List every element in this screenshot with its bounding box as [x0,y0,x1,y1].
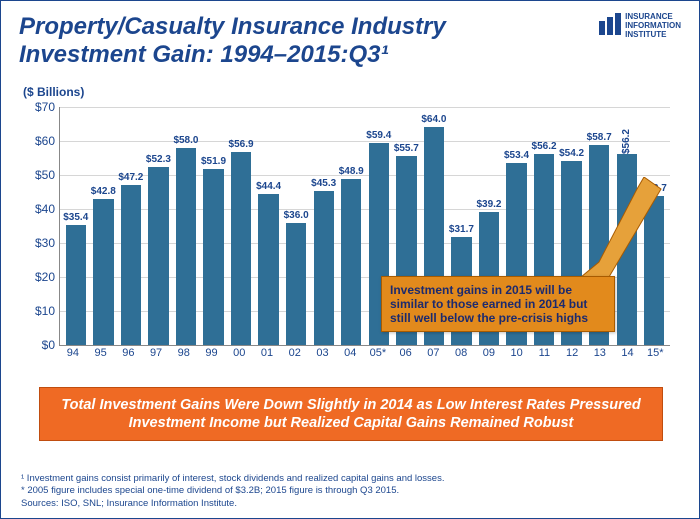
bar-value-label: $56.9 [229,139,254,150]
logo-line: INSTITUTE [625,31,681,40]
bar [231,152,251,345]
footnote: Sources: ISO, SNL; Insurance Information… [21,498,444,510]
bar-value-label: $48.9 [339,166,364,177]
summary-banner: Total Investment Gains Were Down Slightl… [39,387,663,441]
x-tick-label: 99 [198,347,226,359]
bar-wrap: $56.9 [227,107,255,345]
x-tick-label: 04 [336,347,364,359]
x-tick-label: 94 [59,347,87,359]
bar-wrap: $51.9 [200,107,228,345]
x-tick-label: 95 [87,347,115,359]
logo-bars-icon [599,13,621,35]
x-tick-label: 10 [503,347,531,359]
x-tick-label: 97 [142,347,170,359]
y-axis-label: ($ Billions) [23,85,84,99]
footnote: * 2005 figure includes special one-time … [21,485,444,497]
bar-wrap: $47.2 [117,107,145,345]
bar-wrap: $35.4 [62,107,90,345]
bar [93,199,113,345]
x-tick-label: 12 [558,347,586,359]
bar [314,191,334,345]
y-tick-label: $20 [15,270,55,284]
page-title: Property/Casualty Insurance Industry Inv… [19,13,539,68]
bar [341,179,361,345]
title-row: Property/Casualty Insurance Industry Inv… [19,13,681,68]
y-tick-label: $0 [15,338,55,352]
x-tick-label: 01 [253,347,281,359]
bar [121,185,141,345]
bar-wrap: $45.3 [310,107,338,345]
x-tick-label: 09 [475,347,503,359]
banner-text: Total Investment Gains Were Down Slightl… [61,397,640,431]
bar-value-label: $51.9 [201,156,226,167]
x-tick-label: 06 [392,347,420,359]
bar-value-label: $64.0 [421,114,446,125]
x-tick-label: 02 [281,347,309,359]
callout-text: Investment gains in 2015 will be similar… [390,283,588,325]
bar-value-label: $59.4 [366,130,391,141]
x-tick-label: 11 [530,347,558,359]
bar-value-label: $58.7 [587,132,612,143]
x-tick-label: 96 [114,347,142,359]
bar-wrap: $36.0 [282,107,310,345]
x-tick-label: 14 [614,347,642,359]
bar-value-label: $44.4 [256,181,281,192]
bar-value-label: $54.2 [559,148,584,159]
x-tick-label: 00 [225,347,253,359]
bar [203,169,223,345]
bar [176,148,196,345]
bar-value-label: $39.2 [476,199,501,210]
x-axis-labels: 949596979899000102030405*060708091011121… [59,347,669,359]
y-tick-label: $60 [15,134,55,148]
bar-value-label: $36.0 [284,210,309,221]
bar-wrap: $42.8 [90,107,118,345]
bar-value-label: $45.3 [311,178,336,189]
x-tick-label: 07 [420,347,448,359]
y-tick-label: $30 [15,236,55,250]
bar-value-label: $31.7 [449,224,474,235]
bar-value-label: $55.7 [394,143,419,154]
slide: Property/Casualty Insurance Industry Inv… [0,0,700,519]
bar [66,225,86,345]
callout-pointer-icon [569,177,669,287]
x-tick-label: 05* [364,347,392,359]
bar-value-label: $56.2 [532,141,557,152]
bar-value-label: $56.2 [621,129,632,154]
y-tick-label: $40 [15,202,55,216]
bar [148,167,168,345]
footnote: ¹ Investment gains consist primarily of … [21,473,444,485]
x-tick-label: 13 [586,347,614,359]
bar-value-label: $58.0 [173,135,198,146]
y-tick-label: $70 [15,100,55,114]
bar-value-label: $47.2 [118,172,143,183]
logo-text: INSURANCE INFORMATION INSTITUTE [625,13,681,39]
bar-wrap: $48.9 [337,107,365,345]
bar-value-label: $52.3 [146,154,171,165]
bar-wrap: $44.4 [255,107,283,345]
bar-wrap: $52.3 [145,107,173,345]
y-tick-label: $10 [15,304,55,318]
footnotes: ¹ Investment gains consist primarily of … [21,473,444,510]
callout-box: Investment gains in 2015 will be similar… [381,276,615,332]
x-tick-label: 08 [447,347,475,359]
bar-value-label: $53.4 [504,150,529,161]
x-tick-label: 98 [170,347,198,359]
y-tick-label: $50 [15,168,55,182]
x-tick-label: 15* [641,347,669,359]
bar-wrap: $58.0 [172,107,200,345]
x-tick-label: 03 [309,347,337,359]
bar [258,194,278,345]
bar [286,223,306,345]
bar-value-label: $35.4 [63,212,88,223]
iii-logo: INSURANCE INFORMATION INSTITUTE [599,13,681,39]
bar-value-label: $42.8 [91,186,116,197]
